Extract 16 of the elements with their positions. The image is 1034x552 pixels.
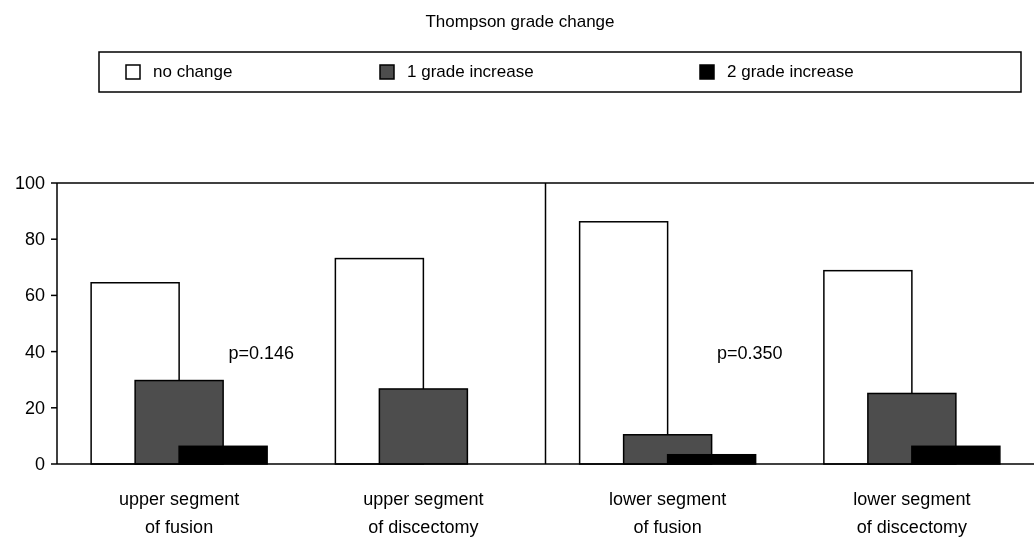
y-tick-label: 40 (24, 341, 45, 362)
y-tick-label: 0 (34, 454, 45, 474)
y-tick-label: 80 (24, 229, 45, 250)
x-tick-label: lower segment of discectomy (853, 489, 971, 537)
x-tick-label: upper segment of discectomy (363, 489, 484, 537)
x-tick-label: upper segment of fusion (119, 489, 240, 537)
legend-label: 1 grade increase (407, 62, 534, 81)
y-tick-label: 20 (24, 397, 45, 418)
annotation: p=0.146 (228, 342, 295, 363)
legend-label: 2 grade increase (727, 62, 854, 81)
annotation: p=0.350 (716, 342, 783, 363)
y-tick-label: 100 (14, 173, 45, 193)
chart-title: Thompson grade change (425, 12, 615, 31)
legend-label: no change (153, 62, 233, 81)
y-tick-label: 60 (24, 285, 45, 306)
x-tick-label: lower segment of fusion (609, 489, 727, 537)
